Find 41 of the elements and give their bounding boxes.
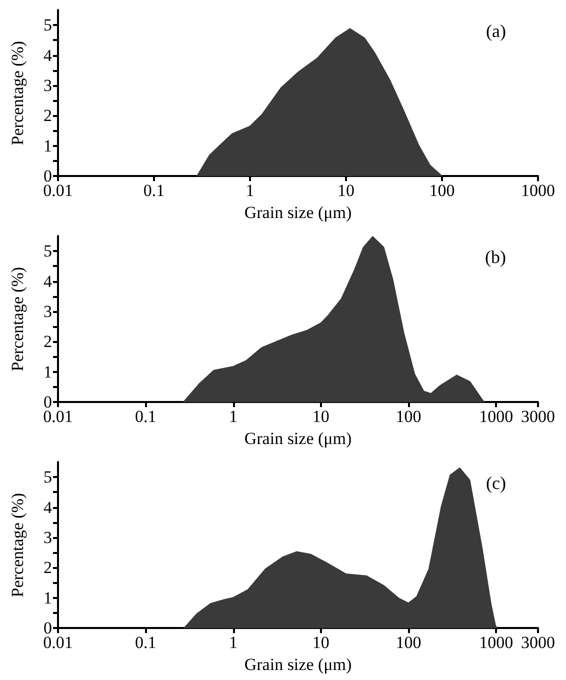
y-tick-label: 1 [44, 588, 52, 608]
x-tick-label: 3000 [521, 407, 555, 426]
y-tick-label: 3 [44, 76, 52, 95]
y-tick-label: 2 [44, 558, 52, 578]
x-tick-label: 10 [338, 181, 354, 200]
x-tick-label: 0.1 [135, 407, 156, 426]
y-axis-title: Percentage (%) [8, 266, 27, 372]
x-tick-label: 0.1 [135, 633, 156, 652]
x-tick-label: 3000 [521, 633, 555, 652]
annotation: (c) [486, 473, 506, 493]
y-axis-title: Percentage (%) [8, 40, 27, 146]
x-tick-label: 1 [246, 181, 254, 200]
x-tick-label: 1000 [521, 181, 555, 200]
x-tick-label: 1 [229, 633, 238, 652]
y-tick-label: 5 [44, 242, 52, 261]
y-tick-label: 1 [44, 136, 52, 156]
annotation: (a) [486, 21, 506, 41]
x-tick-label: 10 [312, 407, 330, 426]
y-tick-label: 1 [44, 362, 52, 382]
x-tick-label: 0.1 [143, 181, 165, 200]
y-tick-label: 5 [44, 16, 52, 35]
x-tick-label: 1 [229, 407, 238, 426]
x-tick-label: 10 [312, 633, 330, 652]
x-axis-title: Grain size (μm) [244, 429, 352, 448]
x-axis-title: Grain size (μm) [244, 655, 352, 674]
x-tick-label: 100 [396, 407, 422, 426]
y-tick-label: 2 [44, 106, 52, 126]
y-tick-label: 3 [44, 528, 52, 547]
x-tick-label: 1000 [479, 633, 514, 652]
y-tick-label: 4 [44, 46, 52, 65]
x-tick-label: 100 [396, 633, 422, 652]
x-tick-label: 1000 [479, 407, 514, 426]
y-tick-label: 4 [44, 272, 52, 291]
annotation: (b) [485, 247, 506, 267]
y-tick-label: 4 [44, 498, 52, 517]
x-axis-title: Grain size (μm) [244, 203, 352, 222]
y-tick-label: 3 [44, 302, 52, 321]
y-tick-label: 2 [44, 332, 52, 352]
y-axis-title: Percentage (%) [8, 492, 27, 598]
x-tick-label: 100 [429, 181, 455, 200]
y-tick-label: 5 [44, 468, 52, 487]
